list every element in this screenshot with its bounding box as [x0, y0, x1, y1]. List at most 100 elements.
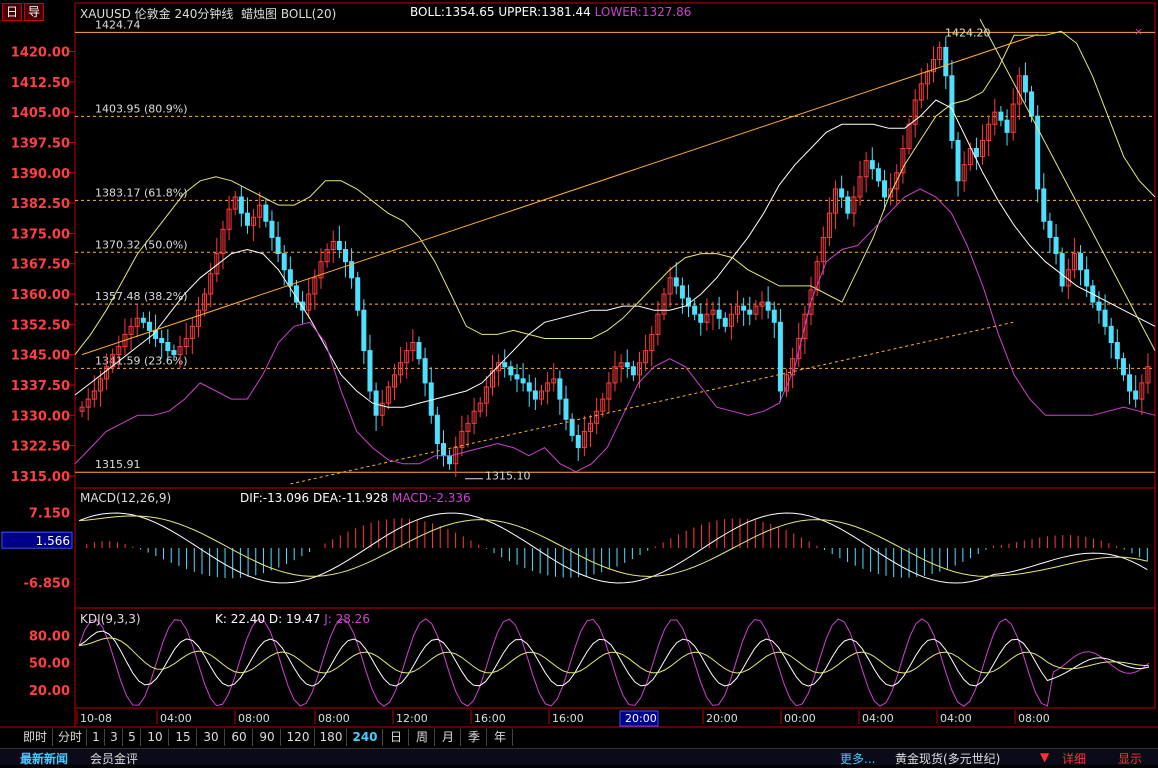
kdj-values: K: 22.40 D: 19.47 J: 28.26 — [215, 612, 370, 626]
tab-30[interactable]: 30 — [198, 729, 225, 746]
x-tick-label: 16:00 — [474, 712, 506, 725]
candle-body — [618, 362, 624, 368]
y-tick-label: 1360.00 — [11, 288, 70, 303]
candle-body — [606, 382, 612, 400]
toolbar: 日 导 — [0, 0, 48, 22]
trend-line — [81, 34, 1038, 356]
tab-季[interactable]: 季 — [462, 729, 487, 746]
candle-body — [581, 430, 587, 449]
tab-10[interactable]: 10 — [142, 729, 169, 746]
macd-values: DIF:-13.096 DEA:-11.928 MACD:-2.336 — [240, 491, 471, 505]
boll-mid-line — [74, 99, 1156, 408]
x-tick-label: 04:00 — [862, 712, 894, 725]
fib-label: 1383.17 (61.8%) — [95, 186, 188, 199]
candle-body — [508, 366, 514, 376]
candle-body — [238, 196, 244, 214]
candle-body — [796, 337, 802, 360]
candle-body — [643, 350, 649, 364]
candle-body — [759, 301, 765, 307]
candle-body — [379, 402, 385, 416]
tab-60[interactable]: 60 — [226, 729, 253, 746]
candle-body — [171, 350, 177, 356]
instrument-select[interactable]: 黄金现货(多元世纪) — [895, 752, 1001, 766]
tab-240[interactable]: 240 — [348, 729, 383, 746]
fib-label: 1357.48 (38.2%) — [95, 290, 188, 303]
more-link[interactable]: 更多... — [840, 752, 876, 766]
candle-body — [661, 293, 667, 315]
chevron-down-icon[interactable]: ▼ — [1040, 750, 1050, 764]
candle-body — [1029, 91, 1035, 117]
candle-body — [538, 390, 544, 400]
candle-body — [863, 160, 869, 178]
candle-body — [104, 366, 110, 380]
candle-body — [220, 228, 226, 255]
tab-5[interactable]: 5 — [124, 729, 141, 746]
y-tick-label: 1315.00 — [11, 470, 70, 485]
candle-body — [839, 188, 845, 198]
tab-1[interactable]: 1 — [88, 729, 105, 746]
candle-body — [716, 309, 722, 319]
candle-body — [1114, 342, 1120, 360]
candle-body — [1120, 358, 1126, 376]
candle-body — [710, 309, 716, 315]
tab-90[interactable]: 90 — [254, 729, 281, 746]
candle-body — [882, 180, 888, 198]
candle-body — [1078, 253, 1084, 271]
y-tick-label: 1345.00 — [11, 349, 70, 364]
candle-body — [1108, 325, 1114, 344]
candle-body — [410, 342, 416, 352]
export-button[interactable]: 导 — [24, 3, 44, 21]
x-tick-label: 12:00 — [396, 712, 428, 725]
candle-body — [85, 398, 91, 408]
candle-body — [802, 313, 808, 339]
candle-body — [814, 261, 820, 291]
news-link[interactable]: 最新新闻 — [20, 752, 69, 766]
candle-body — [1004, 119, 1010, 133]
candle-body — [1139, 382, 1145, 400]
x-tick-label: 16:00 — [552, 712, 584, 725]
tab-分时[interactable]: 分时 — [54, 729, 87, 746]
x-cursor-box — [619, 710, 659, 727]
tab-15[interactable]: 15 — [170, 729, 197, 746]
status-bar: 最新新闻 会员金评 更多... 黄金现货(多元世纪) ▼ 详细 显示 — [0, 748, 1158, 766]
x-tick-label: 10-08 — [80, 712, 112, 725]
candle-body — [391, 374, 397, 388]
tab-年[interactable]: 年 — [488, 729, 513, 746]
candle-body — [496, 362, 502, 372]
candle-body — [973, 148, 979, 158]
candle-body — [875, 168, 881, 182]
tab-180[interactable]: 180 — [316, 729, 347, 746]
tab-3[interactable]: 3 — [106, 729, 123, 746]
y-tick-label: 1412.50 — [11, 76, 70, 91]
tab-即时[interactable]: 即时 — [18, 729, 53, 746]
macd-tick-label: 7.150 — [29, 506, 70, 521]
candle-body — [986, 123, 992, 141]
show-link[interactable]: 显示 — [1118, 752, 1143, 766]
candle-body — [563, 398, 569, 420]
day-button[interactable]: 日 — [2, 3, 22, 21]
macd-title: MACD(12,26,9) — [80, 491, 172, 505]
tab-日[interactable]: 日 — [384, 729, 409, 746]
candle-body — [342, 249, 348, 263]
y-tick-label: 1375.00 — [11, 227, 70, 242]
candle-body — [434, 414, 440, 445]
candle-body — [300, 301, 306, 311]
candle-body — [857, 176, 863, 198]
x-tick-label: 20:00 — [625, 712, 657, 725]
tab-月[interactable]: 月 — [436, 729, 461, 746]
candle-body — [557, 378, 563, 400]
detail-link[interactable]: 详细 — [1062, 752, 1087, 766]
review-link[interactable]: 会员金评 — [90, 752, 139, 766]
candle-body — [673, 277, 679, 287]
candle-body — [851, 196, 857, 214]
tab-120[interactable]: 120 — [282, 729, 315, 746]
candle-body — [349, 261, 355, 279]
candle-body — [355, 277, 361, 311]
candle-body — [569, 418, 575, 436]
candle-body — [128, 325, 134, 335]
candle-body — [845, 196, 851, 214]
candle-body — [931, 59, 937, 73]
tab-周[interactable]: 周 — [410, 729, 435, 746]
